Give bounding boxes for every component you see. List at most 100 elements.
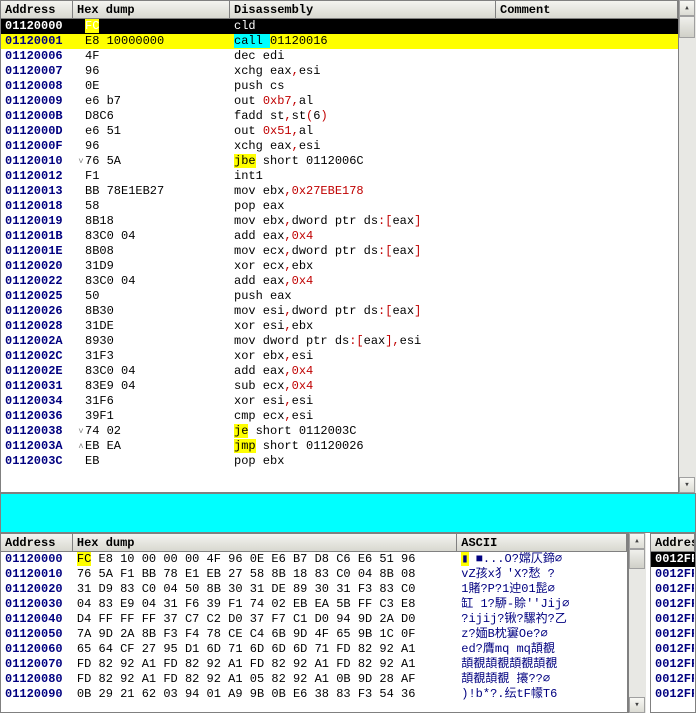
hex-row[interactable]: 01120000FC E8 10 00 00 00 4F 96 0E E6 B7…: [1, 552, 627, 567]
disasm-row[interactable]: 01120009e6 b7out 0xb7,al: [1, 94, 695, 109]
stack-row[interactable]: 0012FF: [651, 597, 695, 612]
scroll-up-icon[interactable]: ▴: [629, 533, 645, 549]
comment-cell: [496, 424, 678, 439]
stack-row[interactable]: 0012FF: [651, 582, 695, 597]
disasm-row[interactable]: 0112000BD8C6fadd st,st(6): [1, 109, 695, 124]
ascii-cell: ▮ ■...O?嫦仄鍗∅: [457, 552, 627, 567]
disasm-row[interactable]: 0112002283C0 04add eax,0x4: [1, 274, 695, 289]
disasm-row[interactable]: 0112003431F6xor esi,esi: [1, 394, 695, 409]
scroll-down-icon[interactable]: ▾: [679, 477, 695, 493]
stack-addr: 0012FF: [651, 687, 695, 702]
disasm-row[interactable]: 0112001858pop eax: [1, 199, 695, 214]
disasm-row[interactable]: 0112003CEBpop ebx: [1, 454, 695, 469]
stack-row[interactable]: 0012FF: [651, 612, 695, 627]
disasm-row[interactable]: 0112003A˄EB EAjmp short 01120026: [1, 439, 695, 454]
stack-row[interactable]: 0012FF: [651, 567, 695, 582]
disasm-cell: xchg eax,esi: [230, 139, 496, 154]
hex-cell: 31F3: [73, 349, 230, 364]
stack-pane[interactable]: Addres 0012FF0012FF0012FF0012FF0012FF001…: [650, 533, 696, 713]
disasm-body[interactable]: 01120000FCcld01120001E8 10000000call 011…: [1, 19, 695, 469]
stack-row[interactable]: 0012FF: [651, 657, 695, 672]
scroll-up-icon[interactable]: ▴: [679, 0, 695, 16]
disasm-row[interactable]: 0112002550push eax: [1, 289, 695, 304]
disasm-row[interactable]: 0112002031D9xor ecx,ebx: [1, 259, 695, 274]
col-header[interactable]: Address: [1, 1, 73, 18]
hex-cell: 4F: [73, 49, 230, 64]
stack-body[interactable]: 0012FF0012FF0012FF0012FF0012FF0012FF0012…: [651, 552, 695, 702]
hex-row[interactable]: 0112003004 83 E9 04 31 F6 39 F1 74 02 EB…: [1, 597, 627, 612]
disasm-row[interactable]: 01120001E8 10000000call 01120016: [1, 34, 695, 49]
scroll-thumb[interactable]: [679, 16, 695, 38]
addr-cell: 01120009: [1, 94, 73, 109]
col-header[interactable]: Comment: [496, 1, 678, 18]
disasm-cell: dec edi: [230, 49, 496, 64]
hex-cell: 8B18: [73, 214, 230, 229]
hex-row[interactable]: 0112002031 D9 83 C0 04 50 8B 30 31 DE 89…: [1, 582, 627, 597]
hex-row[interactable]: 011200900B 29 21 62 03 94 01 A9 9B 0B E6…: [1, 687, 627, 702]
comment-cell: [496, 64, 678, 79]
disasm-row[interactable]: 011200198B18mov ebx,dword ptr ds:[eax]: [1, 214, 695, 229]
disasm-row[interactable]: 0112002831DExor esi,ebx: [1, 319, 695, 334]
addr-cell: 0112001B: [1, 229, 73, 244]
disassembly-pane[interactable]: AddressHex dumpDisassemblyComment 011200…: [0, 0, 696, 493]
hexdump-pane[interactable]: AddressHex dumpASCII 01120000FC E8 10 00…: [0, 533, 628, 713]
comment-cell: [496, 79, 678, 94]
stack-row[interactable]: 0012FF: [651, 672, 695, 687]
stack-addr: 0012FF: [651, 672, 695, 687]
disasm-row[interactable]: 0112002E83C0 04add eax,0x4: [1, 364, 695, 379]
scroll-down-icon[interactable]: ▾: [629, 697, 645, 713]
hex-row[interactable]: 0112006065 64 CF 27 95 D1 6D 71 6D 6D 6D…: [1, 642, 627, 657]
disasm-cell: mov dword ptr ds:[eax],esi: [230, 334, 496, 349]
hex-cell: 96: [73, 64, 230, 79]
hex-body[interactable]: 01120000FC E8 10 00 00 00 4F 96 0E E6 B7…: [1, 552, 627, 702]
disasm-header-row: AddressHex dumpDisassemblyComment: [1, 1, 695, 19]
col-header[interactable]: Hex dump: [73, 534, 457, 551]
comment-cell: [496, 34, 678, 49]
addr-cell: 01120034: [1, 394, 73, 409]
hex-scrollbar[interactable]: ▴ ▾: [628, 533, 646, 713]
hex-row[interactable]: 01120070FD 82 92 A1 FD 82 92 A1 FD 82 92…: [1, 657, 627, 672]
hex-row[interactable]: 01120040D4 FF FF FF 37 C7 C2 D0 37 F7 C1…: [1, 612, 627, 627]
col-header[interactable]: ASCII: [457, 534, 627, 551]
disasm-row[interactable]: 0112002A8930mov dword ptr ds:[eax],esi: [1, 334, 695, 349]
stack-row[interactable]: 0012FF: [651, 627, 695, 642]
stack-row[interactable]: 0012FF: [651, 552, 695, 567]
hex-cell: 83E9 04: [73, 379, 230, 394]
stack-row[interactable]: 0012FF: [651, 687, 695, 702]
disasm-cell: push eax: [230, 289, 496, 304]
disasm-row[interactable]: 0112001E8B08mov ecx,dword ptr ds:[eax]: [1, 244, 695, 259]
col-header[interactable]: Disassembly: [230, 1, 496, 18]
comment-cell: [496, 454, 678, 469]
disasm-row[interactable]: 011200080Epush cs: [1, 79, 695, 94]
comment-cell: [496, 154, 678, 169]
disasm-row[interactable]: 01120010˅76 5Ajbe short 0112006C: [1, 154, 695, 169]
hex-cell: BB 78E1EB27: [73, 184, 230, 199]
scroll-thumb[interactable]: [629, 549, 645, 569]
disasm-row[interactable]: 011200268B30mov esi,dword ptr ds:[eax]: [1, 304, 695, 319]
comment-cell: [496, 214, 678, 229]
hex-row[interactable]: 011200507A 9D 2A 8B F3 F4 78 CE C4 6B 9D…: [1, 627, 627, 642]
hex-cell: 96: [73, 139, 230, 154]
addr-cell: 0112003C: [1, 454, 73, 469]
stack-row[interactable]: 0012FF: [651, 642, 695, 657]
col-header[interactable]: Hex dump: [73, 1, 230, 18]
disasm-row[interactable]: 0112003183E9 04sub ecx,0x4: [1, 379, 695, 394]
disasm-row[interactable]: 01120012F1int1: [1, 169, 695, 184]
ascii-cell: )!b*?.纭tF幪T6: [457, 687, 627, 702]
addr-cell: 01120040: [1, 612, 73, 627]
disasm-row[interactable]: 01120013BB 78E1EB27mov ebx,0x27EBE178: [1, 184, 695, 199]
disasm-row[interactable]: 0112003639F1cmp ecx,esi: [1, 409, 695, 424]
col-header[interactable]: Address: [1, 534, 73, 551]
disasm-scrollbar[interactable]: ▴ ▾: [678, 0, 696, 493]
disasm-row[interactable]: 01120038˅74 02je short 0112003C: [1, 424, 695, 439]
disasm-row[interactable]: 0112000F96xchg eax,esi: [1, 139, 695, 154]
disasm-row[interactable]: 011200064Fdec edi: [1, 49, 695, 64]
addr-cell: 01120090: [1, 687, 73, 702]
disasm-row[interactable]: 0112002C31F3xor ebx,esi: [1, 349, 695, 364]
disasm-row[interactable]: 01120000FCcld: [1, 19, 695, 34]
disasm-row[interactable]: 0112000De6 51out 0x51,al: [1, 124, 695, 139]
hex-row[interactable]: 0112001076 5A F1 BB 78 E1 EB 27 58 8B 18…: [1, 567, 627, 582]
disasm-row[interactable]: 0112001B83C0 04add eax,0x4: [1, 229, 695, 244]
hex-row[interactable]: 01120080FD 82 92 A1 FD 82 92 A1 05 82 92…: [1, 672, 627, 687]
disasm-row[interactable]: 0112000796xchg eax,esi: [1, 64, 695, 79]
